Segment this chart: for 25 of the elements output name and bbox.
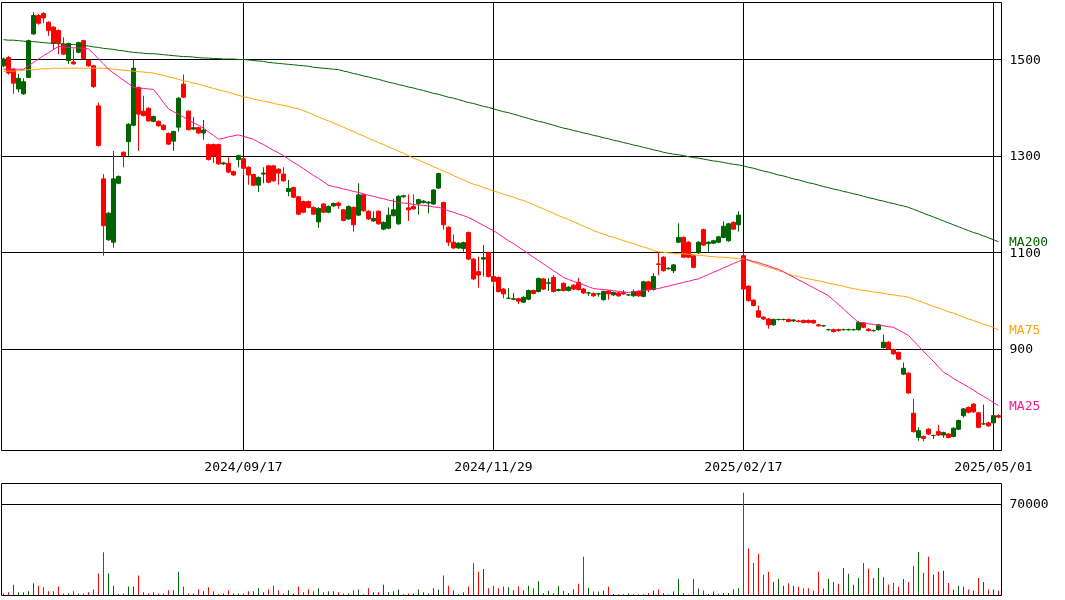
y-tick-label: 1500: [1009, 51, 1041, 67]
line-series: [3, 45, 999, 407]
candlestick: [356, 182, 361, 217]
candlestick: [906, 371, 911, 395]
x-tick-label: 2025/05/01: [954, 458, 1033, 474]
y-tick-label: 900: [1009, 341, 1033, 357]
candlestick: [316, 206, 321, 229]
candlestick: [481, 244, 486, 277]
x-tick-label: 2025/02/17: [704, 458, 783, 474]
candlestick: [736, 210, 741, 233]
y-tick-label: 70000: [1009, 496, 1049, 512]
candlestick: [201, 119, 206, 141]
candlestick: [351, 205, 356, 233]
candlestick: [31, 11, 36, 36]
y-tick-label: 1300: [1009, 148, 1041, 164]
x-tick-label: 2024/09/17: [204, 458, 283, 474]
series-label: MA200: [1009, 233, 1049, 249]
candlestick: [186, 109, 191, 132]
candlestick: [981, 404, 986, 426]
series-label: MA75: [1009, 321, 1041, 337]
series-label: MA25: [1009, 397, 1041, 413]
candlestick: [911, 398, 916, 434]
candlestick: [441, 201, 446, 231]
line-series: [3, 67, 999, 331]
x-tick-label: 2024/11/29: [454, 458, 533, 474]
